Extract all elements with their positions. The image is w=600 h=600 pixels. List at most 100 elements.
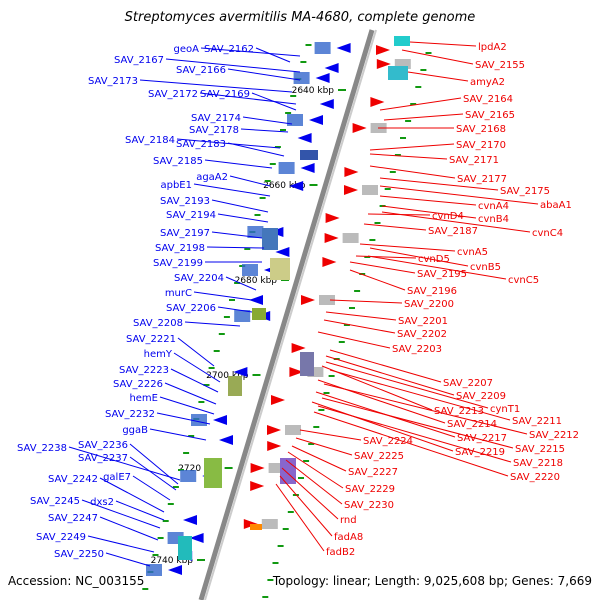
leader-line-left <box>211 231 263 239</box>
gene-label-left: SAV_2183 <box>176 139 226 150</box>
gene-arrow-right <box>325 213 340 223</box>
leader-line-left <box>129 443 179 485</box>
gene-label-left: SAV_2185 <box>153 156 203 167</box>
gene-label-right: cvnC5 <box>508 275 539 286</box>
leader-line-right <box>281 467 339 520</box>
gene-block-left <box>314 42 331 54</box>
gene-label-left: SAV_2199 <box>153 258 203 269</box>
gene-block-right <box>394 59 411 69</box>
leader-line-right <box>325 355 455 396</box>
gene-arrow-right <box>250 463 265 473</box>
gene-arrow-left <box>189 533 204 543</box>
gene-label-right: SAV_2187 <box>428 226 478 237</box>
gene-label-right: SAV_2218 <box>513 458 563 469</box>
tick-label: 2740 kbp <box>151 556 194 566</box>
leader-line-right <box>317 331 391 349</box>
gene-block-left <box>262 228 278 250</box>
leader-line-left <box>68 446 181 481</box>
leader-line-right <box>323 319 396 334</box>
topology-label: Topology: linear; Length: 9,025,608 bp; … <box>272 574 592 588</box>
leader-line-right <box>369 165 456 179</box>
gene-label-left: SAV_2198 <box>155 243 205 254</box>
gene-arrow-left <box>324 63 339 73</box>
gene-label-left: dxs2 <box>90 497 114 508</box>
gene-label-right: SAV_2177 <box>457 174 507 185</box>
gene-block-left <box>270 258 290 280</box>
leader-line-left <box>156 412 211 425</box>
gene-label-right: cvnD4 <box>432 211 464 222</box>
leader-line-left <box>177 337 215 367</box>
gene-label-left: SAV_2226 <box>113 379 163 390</box>
leader-line-right <box>311 401 454 452</box>
gene-arrow-left <box>233 367 248 377</box>
leader-line-right <box>369 153 448 160</box>
gene-label-right: cvnA4 <box>478 201 509 212</box>
gene-label-right: SAV_2195 <box>417 269 467 280</box>
leader-line-left <box>165 58 301 73</box>
gene-label-left: SAV_2193 <box>160 196 210 207</box>
gene-label-right: SAV_2211 <box>512 416 562 427</box>
gene-label-left: SAV_2206 <box>166 303 216 314</box>
leader-line-right <box>379 195 477 206</box>
gene-label-right: SAV_2201 <box>398 316 448 327</box>
gene-label-left: SAV_2250 <box>54 549 104 560</box>
leader-line-left <box>81 499 161 529</box>
gene-block-left <box>287 114 303 126</box>
gene-label-right: SAV_2212 <box>529 430 579 441</box>
gene-arrow-right <box>267 441 282 451</box>
gene-label-right: SAV_2202 <box>397 329 447 340</box>
leader-line-left <box>105 552 151 567</box>
gene-label-right: SAV_2213 <box>434 406 484 417</box>
gene-block-right <box>261 519 278 529</box>
gene-label-left: SAV_2166 <box>176 65 226 76</box>
gene-arrow-left <box>297 133 312 143</box>
gene-label-left: SAV_2173 <box>88 76 138 87</box>
gene-label-right: rnd <box>340 515 357 526</box>
gene-label-left: SAV_2194 <box>166 210 216 221</box>
gene-label-left: apbE1 <box>160 180 192 191</box>
leader-line-left <box>139 79 293 93</box>
gene-label-left: SAV_2242 <box>48 474 98 485</box>
leader-line-right <box>329 349 442 383</box>
gene-label-left: SAV_2249 <box>36 532 86 543</box>
gene-label-right: amyA2 <box>470 77 505 88</box>
gene-label-left: SAV_2247 <box>48 513 98 524</box>
gene-label-right: SAV_2217 <box>457 433 507 444</box>
gene-block-left <box>228 376 242 396</box>
gene-label-left: SAV_2237 <box>78 453 128 464</box>
gene-label-right: fadB2 <box>326 547 355 558</box>
leader-line-left <box>240 128 289 133</box>
gene-block-left <box>204 458 222 488</box>
leader-line-right <box>325 311 397 321</box>
leader-line-left <box>193 291 253 301</box>
gene-arrow-left <box>336 43 351 53</box>
gene-block-left <box>252 308 266 320</box>
gene-block-right <box>268 463 285 473</box>
leader-line-right <box>367 255 507 280</box>
tick-label: 2700 kbp <box>206 371 249 381</box>
leader-line-left <box>227 68 301 81</box>
gene-block-left <box>293 72 310 84</box>
gene-label-left: SAV_2178 <box>189 125 239 136</box>
gene-label-right: SAV_2230 <box>344 500 394 511</box>
gene-arrow-right <box>324 233 339 243</box>
gene-label-right: SAV_2225 <box>354 451 404 462</box>
leader-line-left <box>173 352 221 383</box>
gene-arrow-left <box>309 115 323 125</box>
gene-block-left <box>247 226 264 238</box>
gene-block-right <box>285 425 301 435</box>
leader-line-left <box>206 246 265 249</box>
leader-line-right <box>299 429 362 441</box>
gene-label-left: murC <box>165 288 192 299</box>
leader-line-left <box>193 183 271 197</box>
gene-label-right: SAV_2207 <box>443 378 493 389</box>
gene-arrow-right <box>352 123 367 133</box>
gene-block-right <box>307 367 324 377</box>
gene-label-right: SAV_2155 <box>475 60 525 71</box>
leader-line-right <box>329 369 511 421</box>
gene-label-left: SAV_2236 <box>78 440 128 451</box>
gene-label-left: SAV_2197 <box>160 228 210 239</box>
leader-line-left <box>229 175 271 187</box>
gene-block-right <box>362 185 378 195</box>
